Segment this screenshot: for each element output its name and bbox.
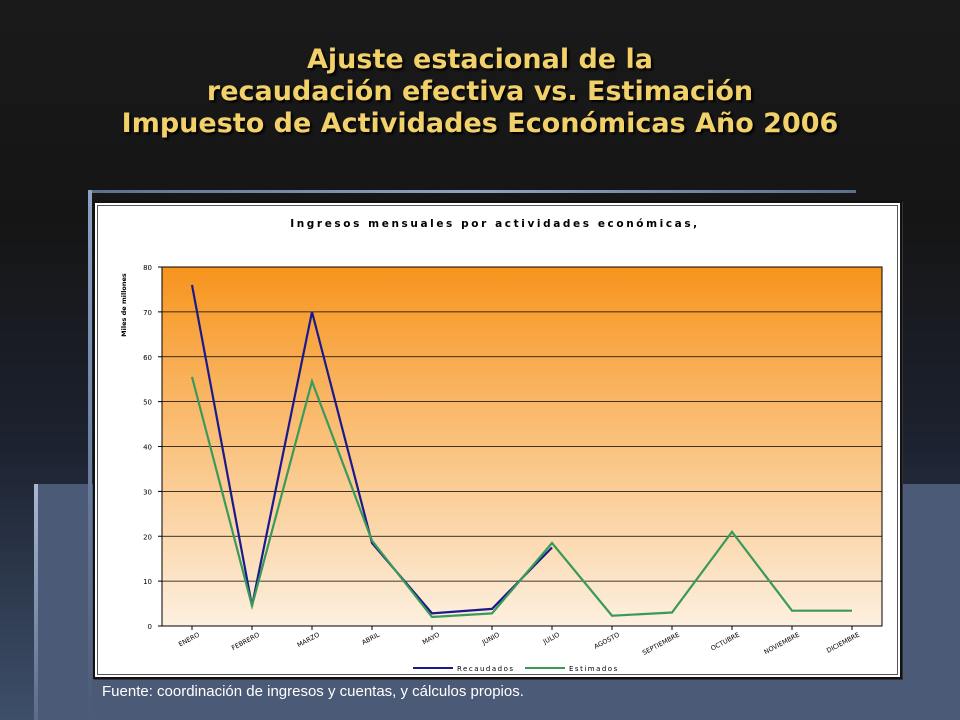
slide-title-line-1: Ajuste estacional de la <box>307 44 653 75</box>
chart-frame: Ingresos mensuales por actividades econó… <box>93 201 902 679</box>
chart-title: Ingresos mensuales por actividades econó… <box>290 218 700 230</box>
chart-frame-border <box>97 205 898 675</box>
slide-title-line-3: Impuesto de Actividades Económicas Año 2… <box>121 108 839 139</box>
x-tick-label: JUNIO <box>480 631 501 647</box>
source-note: Fuente: coordinación de ingresos y cuent… <box>102 683 524 700</box>
legend-label-estimados: Estimados <box>569 665 619 673</box>
x-tick-label: MAYO <box>421 631 441 647</box>
x-tick-label: NOVIEMBRE <box>763 631 801 656</box>
decorative-top-line <box>88 190 856 193</box>
x-tick-label: ABRIL <box>360 631 381 647</box>
y-tick-label: 80 <box>143 264 152 272</box>
y-tick-label: 30 <box>143 488 152 496</box>
legend-label-recaudados: Recaudados <box>457 665 515 673</box>
x-tick-label: FEBRERO <box>230 631 261 652</box>
x-tick-label: ENERO <box>177 631 201 649</box>
line-chart: Ingresos mensuales por actividades econó… <box>120 218 883 673</box>
slide-title: Ajuste estacional de la recaudación efec… <box>0 44 960 140</box>
x-tick-label: OCTUBRE <box>709 631 741 653</box>
decorative-left-line <box>88 190 92 720</box>
y-tick-label: 20 <box>143 533 152 541</box>
y-tick-label: 50 <box>143 399 152 407</box>
y-tick-label: 10 <box>143 578 152 586</box>
background-panel-edge <box>34 484 38 720</box>
slide-title-line-2: recaudación efectiva vs. Estimación <box>206 76 754 107</box>
y-tick-label: 40 <box>143 444 152 452</box>
series-line-estimados <box>190 376 852 619</box>
y-tick-label: 70 <box>143 309 152 317</box>
x-tick-label: AGOSTO <box>593 631 621 651</box>
y-tick-label: 60 <box>143 354 152 362</box>
x-tick-label: JULIO <box>541 631 561 647</box>
x-tick-label: MARZO <box>296 631 321 649</box>
x-tick-label: DICIEMBRE <box>825 631 861 655</box>
y-axis-label: Miles de millones <box>120 273 128 337</box>
y-tick-label: 0 <box>148 623 152 631</box>
x-tick-label: SEPTIEMBRE <box>641 631 681 657</box>
